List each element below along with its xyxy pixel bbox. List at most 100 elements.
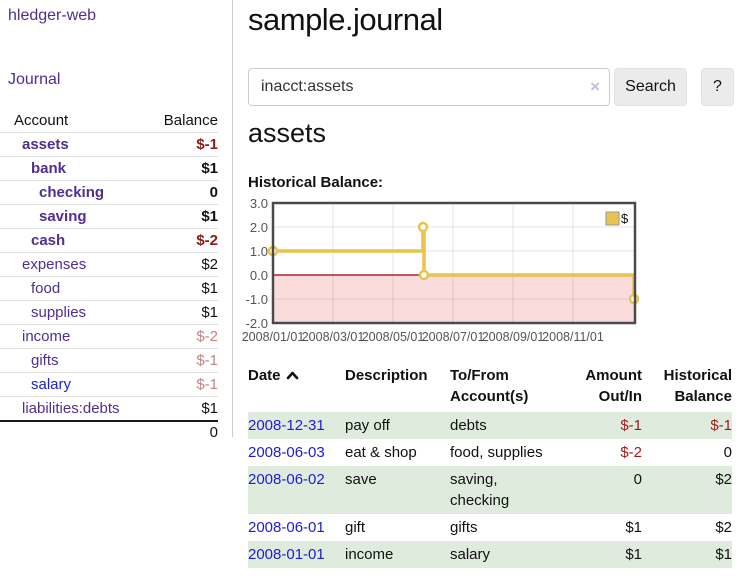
account-balance: $-1 <box>196 136 218 153</box>
transaction-description: eat & shop <box>345 444 417 461</box>
svg-text:2008/03/01: 2008/03/01 <box>302 330 365 344</box>
svg-text:2008/05/01: 2008/05/01 <box>362 330 425 344</box>
balance-column-header: Balance <box>163 111 218 129</box>
chart-border <box>271 201 637 325</box>
transaction-accounts: gifts <box>450 519 478 536</box>
svg-text:0.0: 0.0 <box>250 268 268 283</box>
account-row-cash: cash $-2 <box>0 228 218 252</box>
transaction-date-link[interactable]: 2008-06-03 <box>248 444 325 461</box>
brand-link[interactable]: hledger-web <box>8 7 97 24</box>
account-row-checking: checking 0 <box>0 180 218 204</box>
chart-gridlines <box>274 204 634 322</box>
chart-title: Historical Balance: <box>248 174 384 191</box>
account-link[interactable]: income <box>22 328 71 345</box>
account-link[interactable]: checking <box>39 184 105 201</box>
column-header-accounts: To/From Account(s) <box>450 367 529 405</box>
column-header-amount: Amount Out/In <box>585 367 642 405</box>
account-row-supplies: supplies $1 <box>0 300 218 324</box>
svg-text:2008/11/01: 2008/11/01 <box>542 330 604 344</box>
legend-label: $ <box>621 211 629 226</box>
x-axis-labels: 2008/01/01 2008/03/01 2008/05/01 2008/07… <box>242 330 604 344</box>
column-header-description: Description <box>345 367 428 384</box>
transaction-amount: 0 <box>633 471 642 488</box>
account-balance: $2 <box>201 256 218 273</box>
transaction-date-link[interactable]: 2008-01-01 <box>248 546 325 563</box>
account-row-gifts: gifts $-1 <box>0 348 218 372</box>
account-column-header: Account <box>14 111 69 129</box>
account-row-salary: salary $-1 <box>0 372 218 396</box>
account-heading: assets <box>248 118 327 148</box>
transaction-date-link[interactable]: 2008-06-02 <box>248 471 325 488</box>
register-row: 2008-01-01 income salary $1 $1 <box>248 541 732 568</box>
transaction-description: gift <box>345 519 366 536</box>
column-header-date[interactable]: Date <box>248 362 345 412</box>
account-balance: 0 <box>209 184 218 201</box>
sidebar-item-journal[interactable]: Journal <box>8 71 61 88</box>
account-balance: $-1 <box>196 352 218 369</box>
account-link[interactable]: food <box>31 280 61 297</box>
transaction-balance: 0 <box>723 444 732 461</box>
transaction-description: pay off <box>345 417 390 434</box>
account-link[interactable]: expenses <box>22 256 87 273</box>
account-link[interactable]: bank <box>31 160 67 177</box>
svg-text:2008/01/01: 2008/01/01 <box>242 330 305 344</box>
account-row-income: income $-2 <box>0 324 218 348</box>
transaction-accounts: saving, checking <box>450 471 510 509</box>
sidebar: hledger-web Journal Account Balance asse… <box>0 0 233 441</box>
help-button[interactable]: ? <box>701 68 734 106</box>
sort-up-icon <box>286 365 299 386</box>
account-link[interactable]: saving <box>39 208 87 225</box>
transaction-accounts: salary <box>450 546 491 563</box>
svg-text:-2.0: -2.0 <box>246 316 268 331</box>
register-header-row: Date Description To/From Account(s) Amou… <box>248 362 732 412</box>
transaction-amount: $-2 <box>620 444 642 461</box>
transaction-date-link[interactable]: 2008-06-01 <box>248 519 325 536</box>
column-header-balance: Historical Balance <box>663 367 732 405</box>
transaction-amount: $-1 <box>620 417 642 434</box>
account-balance: $-1 <box>196 376 218 393</box>
transaction-accounts: food, supplies <box>450 444 543 461</box>
account-total-row: 0 <box>0 420 218 442</box>
account-link[interactable]: gifts <box>31 352 59 369</box>
search-input-wrap: × <box>248 68 610 106</box>
register-row: 2008-06-03 eat & shop food, supplies $-2… <box>248 439 732 466</box>
search-button[interactable]: Search <box>614 68 687 106</box>
total-balance: 0 <box>209 423 218 441</box>
svg-text:1.0: 1.0 <box>250 244 268 259</box>
account-balance: $-2 <box>196 328 218 345</box>
register-row: 2008-12-31 pay off debts $-1 $-1 <box>248 412 732 439</box>
account-balance: $1 <box>201 160 218 177</box>
svg-text:2008/09/01: 2008/09/01 <box>482 330 545 344</box>
register-row: 2008-06-01 gift gifts $1 $2 <box>248 514 732 541</box>
search-input[interactable] <box>248 68 610 106</box>
transaction-date-link[interactable]: 2008-12-31 <box>248 417 325 434</box>
account-row-liabilities-debts: liabilities:debts $1 <box>0 396 218 420</box>
clear-search-icon[interactable]: × <box>590 77 600 96</box>
svg-text:2.0: 2.0 <box>250 220 268 235</box>
account-balance: $1 <box>201 280 218 297</box>
account-table-header: Account Balance <box>0 108 218 132</box>
account-row-expenses: expenses $2 <box>0 252 218 276</box>
account-link[interactable]: cash <box>31 232 66 249</box>
chart-negative-region <box>274 275 634 322</box>
transaction-balance: $2 <box>715 519 732 536</box>
account-balance-table: Account Balance assets $-1 bank $1 check… <box>0 108 233 442</box>
account-link[interactable]: liabilities:debts <box>22 400 120 417</box>
legend-swatch <box>605 211 620 226</box>
account-link[interactable]: supplies <box>31 304 87 321</box>
search-form: × Search ? <box>248 68 734 106</box>
account-link[interactable]: assets <box>22 136 69 153</box>
transaction-balance: $2 <box>715 471 732 488</box>
transaction-balance: $1 <box>715 546 732 563</box>
transaction-description: save <box>345 471 377 488</box>
transaction-balance: $-1 <box>710 417 732 434</box>
svg-text:3.0: 3.0 <box>250 196 268 211</box>
svg-text:2008/07/01: 2008/07/01 <box>422 330 485 344</box>
account-row-assets: assets $-1 <box>0 132 218 156</box>
account-link[interactable]: salary <box>31 376 72 393</box>
account-balance: $-2 <box>196 232 218 249</box>
account-row-saving: saving $1 <box>0 204 218 228</box>
page-title: sample.journal <box>248 2 443 37</box>
chart-data-points <box>267 221 640 305</box>
